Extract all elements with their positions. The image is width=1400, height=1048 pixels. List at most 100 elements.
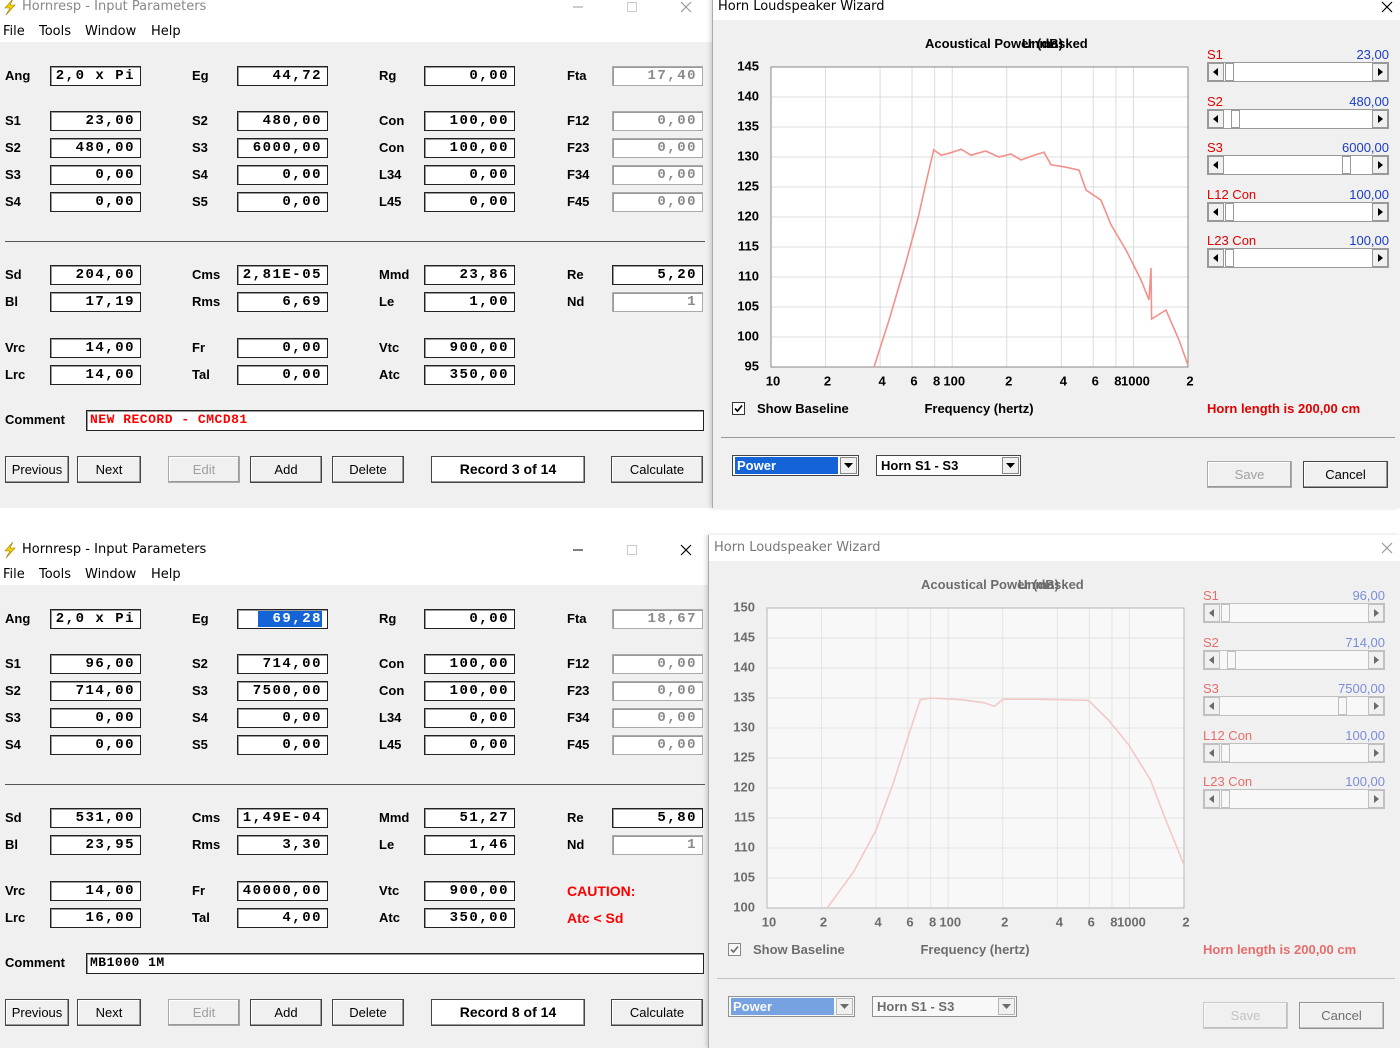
field-box[interactable]: 0,00: [50, 735, 141, 755]
dropdown[interactable]: Horn S1 - S3: [872, 996, 1017, 1017]
slider-thumb[interactable]: [1221, 790, 1230, 808]
menu-item[interactable]: Window: [85, 567, 137, 582]
menu-item[interactable]: Tools: [39, 567, 72, 582]
slider-thumb[interactable]: [1226, 650, 1236, 669]
slider-right-arrow[interactable]: [1372, 156, 1388, 174]
field-box[interactable]: 17,19: [50, 292, 141, 312]
slider-left-arrow[interactable]: [1204, 790, 1220, 808]
field-box[interactable]: 1,46: [424, 835, 515, 855]
field-box[interactable]: 0,00: [237, 365, 328, 385]
field-box[interactable]: 900,00: [424, 338, 515, 358]
field-box[interactable]: 100,00: [424, 111, 515, 131]
slider-thumb[interactable]: [1225, 63, 1234, 81]
slider-right-arrow[interactable]: [1368, 604, 1384, 622]
field-box[interactable]: 0,00: [424, 735, 515, 755]
slider[interactable]: [1207, 108, 1389, 129]
field-box[interactable]: 44,72: [237, 66, 328, 86]
field-box[interactable]: 714,00: [50, 681, 141, 701]
slider-left-arrow[interactable]: [1208, 249, 1224, 267]
slider-thumb[interactable]: [1221, 743, 1230, 762]
field-box[interactable]: 2,0 x Pi: [50, 66, 141, 86]
slider[interactable]: [1207, 62, 1389, 82]
field-box[interactable]: 100,00: [424, 654, 515, 674]
close-button[interactable]: [679, 543, 693, 557]
field-box[interactable]: 6000,00: [237, 138, 328, 158]
slider-thumb[interactable]: [1225, 202, 1234, 221]
field-box[interactable]: 51,27: [424, 808, 515, 828]
slider-right-arrow[interactable]: [1368, 743, 1384, 762]
baseline-checkbox[interactable]: [728, 943, 742, 957]
field-box[interactable]: 4,00: [237, 908, 328, 928]
field-box[interactable]: 0,00: [237, 165, 328, 185]
slider[interactable]: [1203, 789, 1385, 809]
field-box[interactable]: 0,00: [237, 708, 328, 728]
button[interactable]: Calculate: [611, 456, 703, 483]
field-box[interactable]: 0,00: [612, 708, 703, 728]
field-box[interactable]: 2,81E-05: [237, 265, 328, 285]
menu-item[interactable]: File: [3, 567, 25, 582]
button[interactable]: Delete: [332, 456, 404, 483]
button[interactable]: Add: [250, 999, 322, 1026]
comment-box[interactable]: MB1000 1M: [86, 953, 704, 974]
slider-thumb[interactable]: [1230, 109, 1240, 128]
menu-item[interactable]: Window: [85, 24, 137, 39]
dropdown[interactable]: Power: [732, 455, 859, 476]
field-box[interactable]: 714,00: [237, 654, 328, 674]
slider-left-arrow[interactable]: [1208, 109, 1224, 128]
field-box[interactable]: 1,00: [424, 292, 515, 312]
slider-right-arrow[interactable]: [1368, 790, 1384, 808]
field-box[interactable]: 2,0 x Pi: [50, 609, 141, 629]
button[interactable]: Previous: [5, 456, 69, 483]
field-box[interactable]: 0,00: [612, 192, 703, 212]
field-box[interactable]: 0,00: [612, 165, 703, 185]
field-box[interactable]: 100,00: [424, 138, 515, 158]
slider-left-arrow[interactable]: [1208, 202, 1224, 221]
dropdown[interactable]: Horn S1 - S3: [876, 455, 1021, 476]
field-box[interactable]: 3,30: [237, 835, 328, 855]
close-button[interactable]: [679, 0, 693, 14]
button[interactable]: Next: [77, 999, 141, 1026]
field-box[interactable]: 0,00: [424, 609, 515, 629]
field-box[interactable]: 23,86: [424, 265, 515, 285]
button[interactable]: Previous: [5, 999, 69, 1026]
button[interactable]: Save: [1207, 461, 1292, 488]
slider-right-arrow[interactable]: [1372, 249, 1388, 267]
close-button[interactable]: [1380, 541, 1394, 555]
button[interactable]: Next: [77, 456, 141, 483]
field-box[interactable]: 0,00: [50, 192, 141, 212]
field-box[interactable]: 204,00: [50, 265, 141, 285]
field-box[interactable]: 1: [612, 292, 703, 312]
field-box[interactable]: 14,00: [50, 881, 141, 901]
field-box[interactable]: 0,00: [237, 338, 328, 358]
button[interactable]: Add: [250, 456, 322, 483]
field-box[interactable]: 0,00: [237, 192, 328, 212]
maximize-button[interactable]: [625, 543, 639, 557]
field-box[interactable]: 23,00: [50, 111, 141, 131]
slider-left-arrow[interactable]: [1204, 650, 1220, 669]
slider-right-arrow[interactable]: [1372, 109, 1388, 128]
comment-box[interactable]: NEW RECORD - CMCD81: [86, 410, 704, 431]
slider[interactable]: [1203, 603, 1385, 623]
field-box[interactable]: 0,00: [612, 111, 703, 131]
slider[interactable]: [1203, 649, 1385, 670]
field-box[interactable]: 0,00: [424, 165, 515, 185]
field-box[interactable]: 0,00: [50, 165, 141, 185]
field-box[interactable]: 0,00: [612, 138, 703, 158]
field-box[interactable]: 69,28: [237, 609, 328, 629]
slider[interactable]: [1203, 742, 1385, 763]
slider[interactable]: [1207, 248, 1389, 268]
slider-thumb[interactable]: [1221, 604, 1230, 622]
field-box[interactable]: 100,00: [424, 681, 515, 701]
baseline-checkbox[interactable]: [732, 402, 746, 416]
slider[interactable]: [1207, 201, 1389, 222]
slider-right-arrow[interactable]: [1372, 63, 1388, 81]
minimize-button[interactable]: [571, 0, 585, 14]
dropdown-arrow[interactable]: [998, 998, 1015, 1015]
dropdown-arrow[interactable]: [836, 998, 853, 1015]
close-button[interactable]: [1380, 0, 1394, 14]
field-box[interactable]: 0,00: [612, 735, 703, 755]
slider-right-arrow[interactable]: [1372, 202, 1388, 221]
menu-item[interactable]: Tools: [39, 24, 72, 39]
field-box[interactable]: 480,00: [237, 111, 328, 131]
field-box[interactable]: 7500,00: [237, 681, 328, 701]
